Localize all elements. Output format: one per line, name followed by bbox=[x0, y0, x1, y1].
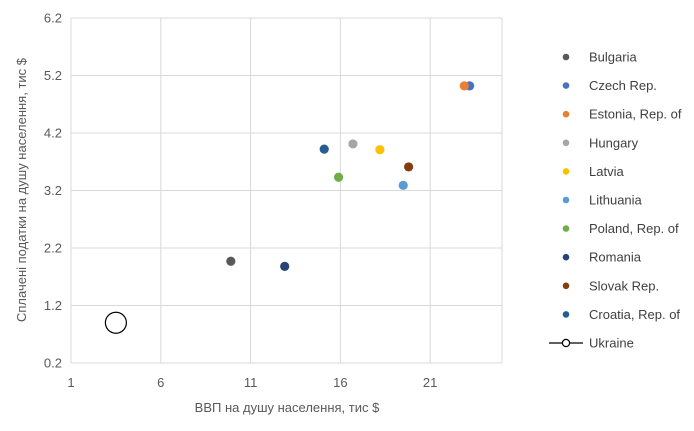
point-hungary bbox=[348, 139, 358, 149]
y-tick-label: 3.2 bbox=[44, 183, 62, 198]
legend-label-estonia-rep-of: Estonia, Rep. of bbox=[589, 107, 682, 122]
legend-marker-slovak-rep bbox=[562, 282, 570, 290]
gridlines bbox=[70, 17, 503, 364]
legend-label-czech-rep: Czech Rep. bbox=[589, 78, 657, 93]
legend-marker-hungary bbox=[562, 139, 570, 147]
x-tick-label: 1 bbox=[67, 375, 74, 390]
legend-marker-croatia-rep-of bbox=[562, 311, 570, 318]
y-tick-label: 2.2 bbox=[44, 241, 62, 256]
legend-label-poland-rep-of: Poland, Rep. of bbox=[589, 221, 679, 236]
legend: Bulgaria Czech Rep. Estonia, Rep. of Hungar… bbox=[549, 50, 682, 351]
y-tick-label: 0.2 bbox=[44, 356, 62, 371]
legend-label-hungary: Hungary bbox=[589, 135, 639, 150]
point-estonia-rep-of bbox=[459, 81, 469, 91]
point-bulgaria bbox=[226, 256, 236, 266]
legend-marker-lithuania bbox=[562, 196, 570, 204]
point-lithuania bbox=[398, 180, 408, 190]
point-poland-rep-of bbox=[333, 172, 344, 182]
point-latvia bbox=[375, 145, 385, 155]
legend-label-croatia-rep-of: Croatia, Rep. of bbox=[589, 307, 680, 322]
x-tick-label: 11 bbox=[244, 375, 258, 390]
legend-marker-estonia-rep-of bbox=[562, 110, 570, 118]
x-tick-label: 21 bbox=[423, 375, 437, 390]
data-points bbox=[104, 81, 475, 334]
y-axis-title: Сплачені податки на душу населення, тис … bbox=[14, 57, 29, 322]
legend-marker-latvia bbox=[562, 168, 570, 175]
legend-label-lithuania: Lithuania bbox=[589, 193, 643, 208]
legend-marker-bulgaria bbox=[562, 53, 570, 61]
legend-marker-romania bbox=[562, 253, 570, 261]
x-tick-label: 16 bbox=[333, 375, 347, 390]
y-axis-ticks: 0.2 1.2 2.2 3.2 4.2 5.2 6.2 bbox=[44, 11, 62, 371]
y-tick-label: 5.2 bbox=[44, 68, 62, 83]
y-tick-label: 6.2 bbox=[44, 11, 62, 26]
y-tick-label: 1.2 bbox=[44, 298, 62, 313]
x-tick-label: 6 bbox=[157, 375, 164, 390]
point-slovak-rep bbox=[404, 162, 414, 172]
legend-label-latvia: Latvia bbox=[589, 164, 624, 179]
y-tick-label: 4.2 bbox=[44, 126, 62, 141]
point-croatia-rep-of bbox=[319, 144, 329, 154]
legend-marker-czech-rep bbox=[562, 82, 570, 89]
legend-label-slovak-rep: Slovak Rep. bbox=[589, 278, 659, 293]
legend-label-ukraine: Ukraine bbox=[589, 336, 634, 351]
legend-marker-poland-rep-of bbox=[562, 225, 570, 232]
x-axis-title: ВВП на душу населення, тис $ bbox=[195, 400, 380, 415]
point-romania bbox=[280, 261, 290, 271]
point-ukraine bbox=[104, 311, 127, 334]
x-axis-ticks: 1 6 11 16 21 bbox=[67, 375, 437, 390]
legend-label-romania: Romania bbox=[589, 250, 642, 265]
legend-marker-ukraine bbox=[561, 338, 571, 348]
legend-label-bulgaria: Bulgaria bbox=[589, 50, 637, 65]
